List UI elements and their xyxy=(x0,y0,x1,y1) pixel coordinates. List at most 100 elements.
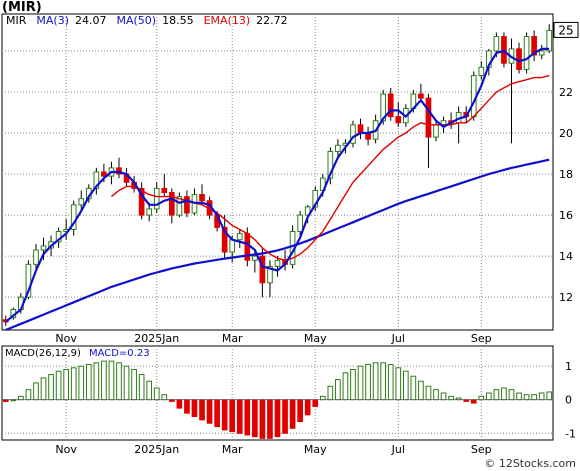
candle-up xyxy=(546,29,553,52)
candle-up xyxy=(433,124,439,138)
macd-bar-positive xyxy=(531,394,537,401)
current-price-box xyxy=(553,21,579,38)
price-x-tick-label: 2025Jan xyxy=(134,332,179,345)
price-y-tick-label: 12 xyxy=(559,291,573,304)
macd-bar-positive xyxy=(493,389,500,401)
candle-up xyxy=(297,214,303,233)
candle-down xyxy=(221,226,228,253)
macd-bar-negative xyxy=(191,399,198,418)
candle-up xyxy=(33,249,39,265)
candle-down xyxy=(168,192,175,216)
candle-up xyxy=(146,208,153,216)
macd-bar-positive xyxy=(123,365,130,401)
candle-down xyxy=(161,187,168,194)
candle-up xyxy=(93,171,100,189)
macd-title: MACD(26,12,9) xyxy=(5,348,81,359)
price-x-tick-label: Mar xyxy=(222,332,243,345)
legend-label: EMA(13) xyxy=(204,14,251,27)
macd-bar-positive xyxy=(33,382,39,401)
macd-bar-positive xyxy=(433,389,439,401)
candle-up xyxy=(70,204,77,230)
macd-bar-negative xyxy=(304,399,311,416)
macd-bar-negative xyxy=(236,399,243,434)
macd-x-tick-label: Mar xyxy=(222,443,243,456)
macd-bar-positive xyxy=(478,395,485,401)
macd-bar-positive xyxy=(18,395,24,401)
price-x-tick-label: Sep xyxy=(471,332,492,345)
candle-up xyxy=(350,124,356,144)
candle-up xyxy=(335,144,341,152)
macd-bar-negative xyxy=(282,399,288,434)
macd-bar-negative xyxy=(229,399,236,433)
candle-up xyxy=(267,265,273,284)
candle-up xyxy=(236,233,243,241)
macd-bar-positive xyxy=(425,385,432,401)
chart-title: (MIR) xyxy=(2,0,42,15)
candle-up xyxy=(274,259,281,267)
macd-bar-positive xyxy=(40,377,47,401)
watermark: © 12Stocks.com xyxy=(484,457,576,470)
candle-up xyxy=(538,50,545,56)
macd-bar-positive xyxy=(131,369,137,401)
legend-label: MA(3) xyxy=(36,14,69,27)
macd-bar-positive xyxy=(365,363,371,401)
macd-bar-positive xyxy=(387,363,394,401)
macd-bar-negative xyxy=(312,399,319,407)
ema13-line xyxy=(110,74,550,261)
price-y-tick-label: 22 xyxy=(559,86,573,99)
macd-bar-negative xyxy=(274,399,281,438)
legend-label: MA(50) xyxy=(117,14,157,27)
candle-up xyxy=(229,239,236,253)
macd-bar-positive xyxy=(357,365,364,401)
candle-down xyxy=(199,194,205,202)
macd-bar-positive xyxy=(108,360,115,401)
macd-x-tick-label: May xyxy=(304,443,327,456)
macd-bar-positive xyxy=(327,385,334,401)
legend-value: 22.72 xyxy=(256,14,288,27)
macd-bar-negative xyxy=(297,399,303,423)
macd-bar-positive xyxy=(25,389,32,401)
price-y-tick-label: 16 xyxy=(559,209,573,222)
candle-up xyxy=(153,187,160,210)
candle-up xyxy=(40,245,47,251)
macd-x-tick-label: Sep xyxy=(471,443,492,456)
candle-up xyxy=(478,66,485,77)
macd-bar-negative xyxy=(184,399,190,414)
macd-y-tick-label: -1 xyxy=(565,427,576,440)
macd-bar-positive xyxy=(402,370,409,401)
current-price-label: 25 xyxy=(558,23,573,37)
macd-bar-positive xyxy=(486,392,492,401)
macd-bar-positive xyxy=(146,380,153,401)
macd-bar-positive xyxy=(55,370,62,401)
macd-bar-positive xyxy=(153,387,160,401)
macd-bar-positive xyxy=(448,395,454,401)
price-panel-frame xyxy=(1,13,554,331)
macd-bar-positive xyxy=(516,392,522,401)
candle-down xyxy=(395,116,402,124)
macd-x-tick-label: 2025Jan xyxy=(134,443,179,456)
macd-bar-negative xyxy=(252,399,258,438)
macd-bar-positive xyxy=(161,394,168,401)
candle-down xyxy=(531,36,537,56)
candle-up xyxy=(252,255,258,261)
macd-y-tick-label: 0 xyxy=(565,394,572,407)
macd-bar-negative xyxy=(289,399,296,429)
macd-bar-positive xyxy=(546,391,553,401)
macd-bar-positive xyxy=(350,369,356,401)
macd-bar-positive xyxy=(372,362,379,401)
candle-up xyxy=(312,189,319,208)
macd-bar-positive xyxy=(85,363,92,401)
macd-bar-positive xyxy=(508,389,515,401)
candle-up xyxy=(25,263,32,298)
macd-legend: MACD=0.23 xyxy=(89,348,150,359)
macd-bar-positive xyxy=(78,365,85,401)
price-x-tick-label: Nov xyxy=(55,332,77,345)
macd-bar-positive xyxy=(410,375,417,401)
candle-down xyxy=(387,93,394,118)
macd-bar-positive xyxy=(93,362,100,401)
macd-bar-positive xyxy=(63,369,69,401)
price-y-tick-label: 18 xyxy=(559,168,573,181)
macd-bar-positive xyxy=(523,394,530,401)
macd-bar-negative xyxy=(221,399,228,431)
legend-value: 24.07 xyxy=(75,14,107,27)
